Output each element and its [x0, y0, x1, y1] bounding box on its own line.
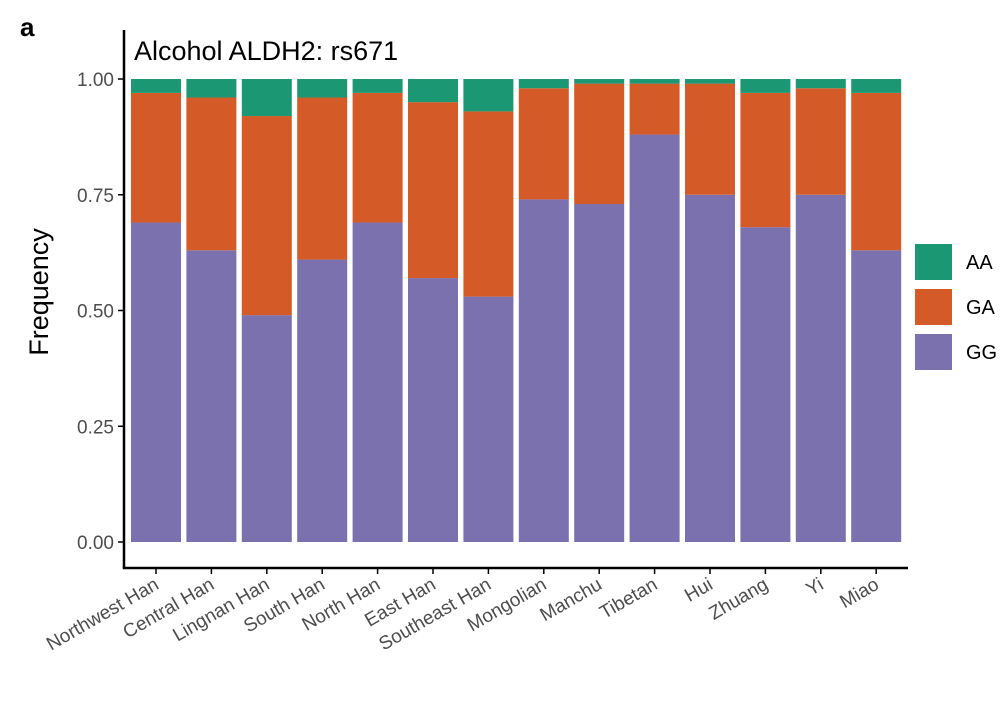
legend-label-gg: GG — [966, 342, 997, 364]
bar-mongolian-aa — [518, 79, 569, 89]
bar-southeast-han-gg — [463, 296, 514, 542]
bars-group — [131, 79, 902, 542]
bar-zhuang-gg — [740, 227, 791, 542]
bar-south-han-ga — [297, 97, 348, 260]
bar-southeast-han-aa — [463, 79, 514, 112]
x-tick-label-miao: Miao — [837, 574, 883, 613]
y-tick-label: 0.50 — [77, 302, 114, 323]
bar-manchu-gg — [574, 204, 625, 542]
bar-tibetan-gg — [629, 134, 680, 542]
bar-lingnan-han-gg — [241, 315, 292, 542]
legend-label-ga: GA — [966, 297, 996, 319]
bar-central-han-aa — [186, 79, 237, 98]
bar-northwest-han-ga — [131, 92, 181, 223]
y-tick-label: 0.00 — [77, 533, 114, 554]
bar-east-han-ga — [408, 102, 458, 279]
y-tick-label: 1.00 — [77, 70, 114, 91]
bar-central-han-gg — [186, 250, 237, 542]
bar-zhuang-aa — [740, 79, 791, 93]
bar-manchu-aa — [574, 79, 625, 84]
bar-manchu-ga — [574, 83, 625, 205]
bar-north-han-gg — [352, 222, 403, 542]
bar-miao-ga — [851, 92, 902, 251]
bar-miao-gg — [851, 250, 902, 542]
legend: AA GA GG — [915, 244, 997, 370]
x-tick-label-hui: Hui — [681, 574, 716, 606]
bar-miao-aa — [851, 79, 902, 93]
bar-hui-ga — [685, 83, 735, 195]
bar-southeast-han-ga — [463, 111, 514, 297]
bar-hui-aa — [685, 79, 735, 84]
x-tick-label-yi: Yi — [803, 574, 828, 600]
bar-northwest-han-gg — [131, 222, 181, 542]
x-tick-label-tibetan: Tibetan — [596, 574, 661, 624]
bar-tibetan-aa — [629, 79, 680, 84]
bar-yi-gg — [795, 194, 846, 542]
bar-east-han-aa — [408, 79, 458, 103]
bar-north-han-ga — [352, 92, 403, 223]
bar-yi-aa — [795, 79, 846, 89]
bar-lingnan-han-aa — [241, 79, 292, 117]
legend-swatch-aa — [915, 244, 952, 280]
y-tick-label: 0.25 — [77, 417, 114, 438]
bar-northwest-han-aa — [131, 79, 181, 93]
x-tick-label-manchu: Manchu — [537, 574, 606, 626]
bar-lingnan-han-ga — [241, 116, 292, 316]
chart-title: Alcohol ALDH2: rs671 — [134, 36, 398, 66]
y-axis-title: Frequency — [24, 228, 54, 356]
bar-south-han-gg — [297, 259, 348, 542]
y-axis: 0.00 0.25 0.50 0.75 1.00 — [77, 30, 126, 568]
y-tick-label: 0.75 — [77, 186, 114, 207]
bar-south-han-aa — [297, 79, 348, 98]
bar-zhuang-ga — [740, 92, 791, 228]
legend-swatch-ga — [915, 289, 952, 325]
bar-mongolian-gg — [518, 199, 569, 542]
legend-label-aa: AA — [966, 252, 993, 274]
bar-mongolian-ga — [518, 88, 569, 200]
bar-hui-gg — [685, 194, 735, 542]
bar-north-han-aa — [352, 79, 403, 93]
x-tick-label-zhuang: Zhuang — [706, 574, 772, 624]
legend-swatch-gg — [915, 334, 952, 370]
panel-label: a — [20, 12, 35, 42]
bar-yi-ga — [795, 88, 846, 195]
bar-tibetan-ga — [629, 83, 680, 135]
bar-central-han-ga — [186, 97, 237, 251]
bar-east-han-gg — [408, 278, 458, 542]
